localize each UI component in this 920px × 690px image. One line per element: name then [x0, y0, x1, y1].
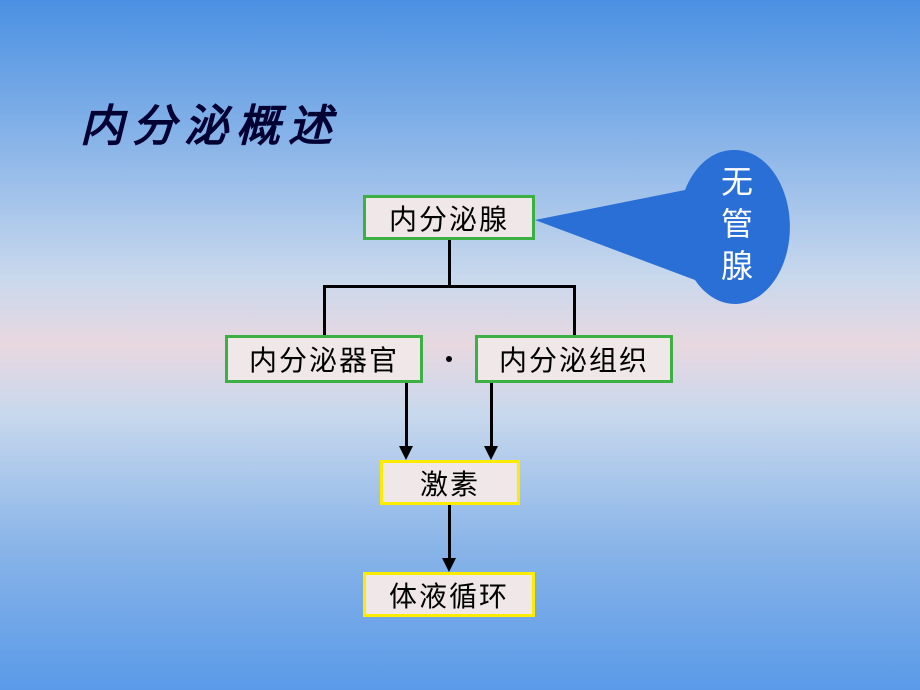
node-label: 内分泌腺 [389, 198, 509, 238]
node-label: 内分泌组织 [499, 339, 649, 379]
node-endocrine-organ: 内分泌器官 [225, 335, 423, 383]
callout-ductless-gland: 无管腺 [680, 150, 790, 305]
callout-text: 无管腺 [712, 165, 758, 291]
edge-line [323, 285, 326, 335]
edge-line [573, 285, 576, 335]
edge-line [448, 240, 451, 285]
edge-line [490, 383, 493, 446]
node-label: 内分泌器官 [249, 339, 399, 379]
edge-line [405, 383, 408, 446]
edge-line [323, 285, 576, 288]
node-endocrine-tissue: 内分泌组织 [475, 335, 673, 383]
node-circulation: 体液循环 [363, 572, 535, 617]
node-label: 激素 [420, 463, 480, 503]
node-label: 体液循环 [389, 575, 509, 615]
edge-line [448, 505, 451, 558]
page-title: 内分泌概述 [80, 90, 340, 154]
arrow-icon [484, 446, 498, 460]
node-hormone: 激素 [380, 460, 520, 505]
arrow-icon [442, 558, 456, 572]
node-endocrine-gland: 内分泌腺 [363, 195, 535, 240]
arrow-icon [399, 446, 413, 460]
center-dot [446, 356, 452, 362]
